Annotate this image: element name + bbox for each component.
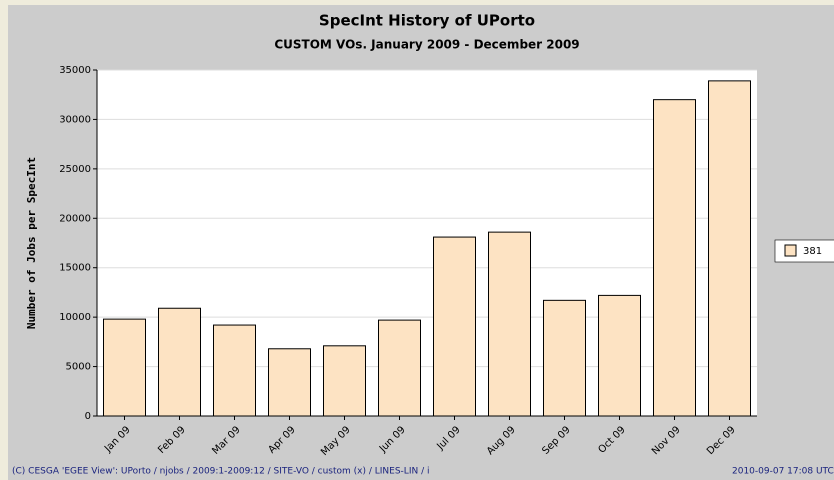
y-tick-label: 30000 [59, 114, 91, 125]
footer-right: 2010-09-07 17:08 UTC [732, 467, 834, 477]
y-axis-label: Number of Jobs per SpecInt [25, 157, 38, 329]
y-tick-label: 15000 [59, 263, 91, 274]
bar [708, 80, 751, 417]
bar [378, 319, 421, 417]
y-tick-label: 10000 [59, 312, 91, 323]
bar [158, 307, 201, 417]
bar [543, 299, 586, 417]
legend-label: 381 [803, 246, 822, 257]
chart-title: SpecInt History of UPorto [319, 12, 535, 30]
bar [433, 236, 476, 417]
chart-subtitle: CUSTOM VOs. January 2009 - December 2009 [274, 38, 579, 52]
bar [103, 318, 146, 417]
y-tick-label: 35000 [59, 65, 91, 76]
y-tick-label: 5000 [66, 362, 91, 373]
bar [268, 348, 311, 417]
footer-left: (C) CESGA 'EGEE View': UPorto / njobs / … [12, 467, 429, 477]
bar [488, 231, 531, 417]
y-tick-label: 20000 [59, 213, 91, 224]
y-tick-label: 25000 [59, 164, 91, 175]
bar [213, 324, 256, 417]
legend-swatch [784, 244, 797, 257]
bar [653, 99, 696, 417]
plot-area [97, 70, 757, 416]
bar [598, 294, 641, 417]
y-tick-label: 0 [85, 411, 91, 422]
bar [323, 345, 366, 417]
